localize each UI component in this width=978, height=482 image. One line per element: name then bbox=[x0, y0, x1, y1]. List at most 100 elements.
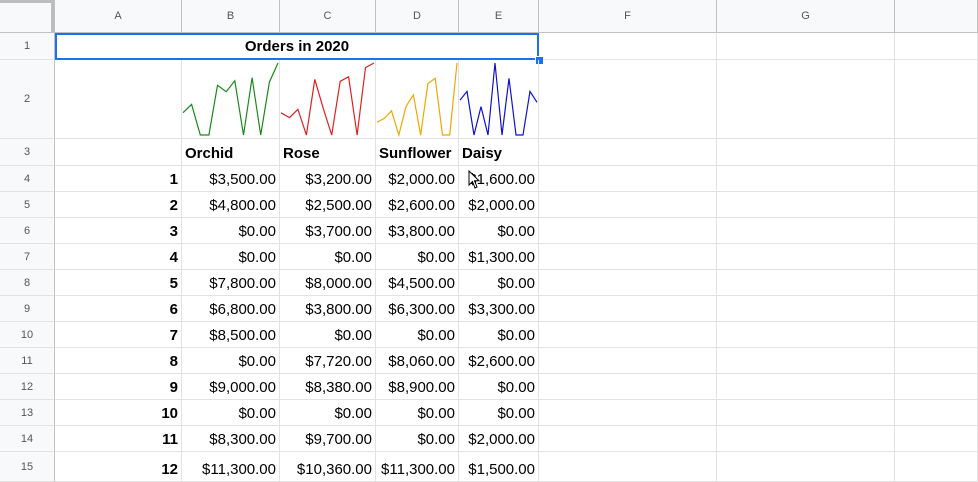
header-cell-orchid[interactable]: Orchid bbox=[182, 139, 280, 166]
order-number-cell[interactable]: 1 bbox=[55, 166, 182, 192]
empty-cell[interactable] bbox=[55, 139, 182, 166]
sunflower-value-cell[interactable]: $8,060.00 bbox=[376, 348, 459, 374]
order-number-cell[interactable]: 12 bbox=[55, 452, 182, 482]
empty-cell[interactable] bbox=[539, 270, 717, 296]
sunflower-value-cell[interactable]: $0.00 bbox=[376, 244, 459, 270]
empty-cell[interactable] bbox=[895, 166, 978, 192]
order-number-cell[interactable]: 2 bbox=[55, 192, 182, 218]
empty-cell[interactable] bbox=[539, 33, 717, 60]
orchid-value-cell[interactable]: $11,300.00 bbox=[182, 452, 280, 482]
sunflower-value-cell[interactable]: $3,800.00 bbox=[376, 218, 459, 244]
empty-cell[interactable] bbox=[895, 218, 978, 244]
empty-cell[interactable] bbox=[539, 166, 717, 192]
empty-cell[interactable] bbox=[895, 348, 978, 374]
daisy-value-cell[interactable]: $0.00 bbox=[459, 218, 539, 244]
empty-cell[interactable] bbox=[539, 426, 717, 452]
daisy-value-cell[interactable]: $1,300.00 bbox=[459, 244, 539, 270]
rose-value-cell[interactable]: $0.00 bbox=[280, 244, 376, 270]
empty-cell[interactable] bbox=[717, 166, 895, 192]
empty-cell[interactable] bbox=[717, 244, 895, 270]
row-header-4[interactable]: 4 bbox=[0, 166, 55, 192]
sunflower-value-cell[interactable]: $8,900.00 bbox=[376, 374, 459, 400]
rose-value-cell[interactable]: $2,500.00 bbox=[280, 192, 376, 218]
empty-cell[interactable] bbox=[717, 374, 895, 400]
empty-cell[interactable] bbox=[539, 452, 717, 482]
column-header-e[interactable]: E bbox=[459, 0, 539, 33]
sunflower-value-cell[interactable]: $4,500.00 bbox=[376, 270, 459, 296]
empty-cell[interactable] bbox=[717, 139, 895, 166]
empty-cell[interactable] bbox=[717, 192, 895, 218]
column-header-c[interactable]: C bbox=[280, 0, 376, 33]
row-header-13[interactable]: 13 bbox=[0, 400, 55, 426]
title-cell[interactable]: Orders in 2020 bbox=[55, 33, 539, 60]
orchid-value-cell[interactable]: $8,300.00 bbox=[182, 426, 280, 452]
sunflower-value-cell[interactable]: $11,300.00 bbox=[376, 452, 459, 482]
empty-cell[interactable] bbox=[895, 270, 978, 296]
row-header-7[interactable]: 7 bbox=[0, 244, 55, 270]
empty-cell[interactable] bbox=[717, 33, 895, 60]
column-header-g[interactable]: G bbox=[717, 0, 895, 33]
order-number-cell[interactable]: 6 bbox=[55, 296, 182, 322]
order-number-cell[interactable]: 5 bbox=[55, 270, 182, 296]
daisy-value-cell[interactable]: $2,000.00 bbox=[459, 426, 539, 452]
empty-cell[interactable] bbox=[717, 60, 895, 139]
orchid-value-cell[interactable]: $6,800.00 bbox=[182, 296, 280, 322]
empty-cell[interactable] bbox=[895, 60, 978, 139]
empty-cell[interactable] bbox=[717, 270, 895, 296]
sunflower-value-cell[interactable]: $6,300.00 bbox=[376, 296, 459, 322]
empty-cell[interactable] bbox=[539, 192, 717, 218]
column-header-b[interactable]: B bbox=[182, 0, 280, 33]
daisy-value-cell[interactable]: $0.00 bbox=[459, 374, 539, 400]
empty-cell[interactable] bbox=[539, 244, 717, 270]
daisy-value-cell[interactable]: $2,000.00 bbox=[459, 192, 539, 218]
header-cell-sunflower[interactable]: Sunflower bbox=[376, 139, 459, 166]
empty-cell[interactable] bbox=[717, 218, 895, 244]
empty-cell[interactable] bbox=[895, 244, 978, 270]
orchid-value-cell[interactable]: $0.00 bbox=[182, 218, 280, 244]
empty-cell[interactable] bbox=[717, 296, 895, 322]
daisy-value-cell[interactable]: $1,600.00 bbox=[459, 166, 539, 192]
row-header-5[interactable]: 5 bbox=[0, 192, 55, 218]
order-number-cell[interactable]: 9 bbox=[55, 374, 182, 400]
order-number-cell[interactable]: 3 bbox=[55, 218, 182, 244]
order-number-cell[interactable]: 4 bbox=[55, 244, 182, 270]
empty-cell[interactable] bbox=[895, 139, 978, 166]
rose-value-cell[interactable]: $3,200.00 bbox=[280, 166, 376, 192]
rose-value-cell[interactable]: $0.00 bbox=[280, 400, 376, 426]
row-header-14[interactable]: 14 bbox=[0, 426, 55, 452]
sunflower-value-cell[interactable]: $0.00 bbox=[376, 400, 459, 426]
sparkline-sunflower[interactable] bbox=[376, 60, 459, 139]
empty-cell[interactable] bbox=[895, 374, 978, 400]
row-header-11[interactable]: 11 bbox=[0, 348, 55, 374]
sunflower-value-cell[interactable]: $2,000.00 bbox=[376, 166, 459, 192]
sparkline-orchid[interactable] bbox=[182, 60, 280, 139]
empty-cell[interactable] bbox=[895, 452, 978, 482]
sparkline-rose[interactable] bbox=[280, 60, 376, 139]
orchid-value-cell[interactable]: $0.00 bbox=[182, 244, 280, 270]
rose-value-cell[interactable]: $0.00 bbox=[280, 322, 376, 348]
orchid-value-cell[interactable]: $7,800.00 bbox=[182, 270, 280, 296]
rose-value-cell[interactable]: $10,360.00 bbox=[280, 452, 376, 482]
empty-cell[interactable] bbox=[539, 322, 717, 348]
sunflower-value-cell[interactable]: $0.00 bbox=[376, 322, 459, 348]
row-header-15[interactable]: 15 bbox=[0, 452, 55, 482]
rose-value-cell[interactable]: $7,720.00 bbox=[280, 348, 376, 374]
header-cell-rose[interactable]: Rose bbox=[280, 139, 376, 166]
order-number-cell[interactable]: 10 bbox=[55, 400, 182, 426]
orchid-value-cell[interactable]: $8,500.00 bbox=[182, 322, 280, 348]
daisy-value-cell[interactable]: $2,600.00 bbox=[459, 348, 539, 374]
sunflower-value-cell[interactable]: $2,600.00 bbox=[376, 192, 459, 218]
empty-cell[interactable] bbox=[717, 426, 895, 452]
empty-cell[interactable] bbox=[539, 400, 717, 426]
empty-cell[interactable] bbox=[895, 400, 978, 426]
empty-cell[interactable] bbox=[895, 192, 978, 218]
column-header-f[interactable]: F bbox=[539, 0, 717, 33]
order-number-cell[interactable]: 7 bbox=[55, 322, 182, 348]
empty-cell[interactable] bbox=[717, 400, 895, 426]
orchid-value-cell[interactable]: $0.00 bbox=[182, 400, 280, 426]
orchid-value-cell[interactable]: $3,500.00 bbox=[182, 166, 280, 192]
select-all-corner[interactable] bbox=[0, 0, 55, 33]
row-header-12[interactable]: 12 bbox=[0, 374, 55, 400]
order-number-cell[interactable]: 8 bbox=[55, 348, 182, 374]
sunflower-value-cell[interactable]: $0.00 bbox=[376, 426, 459, 452]
